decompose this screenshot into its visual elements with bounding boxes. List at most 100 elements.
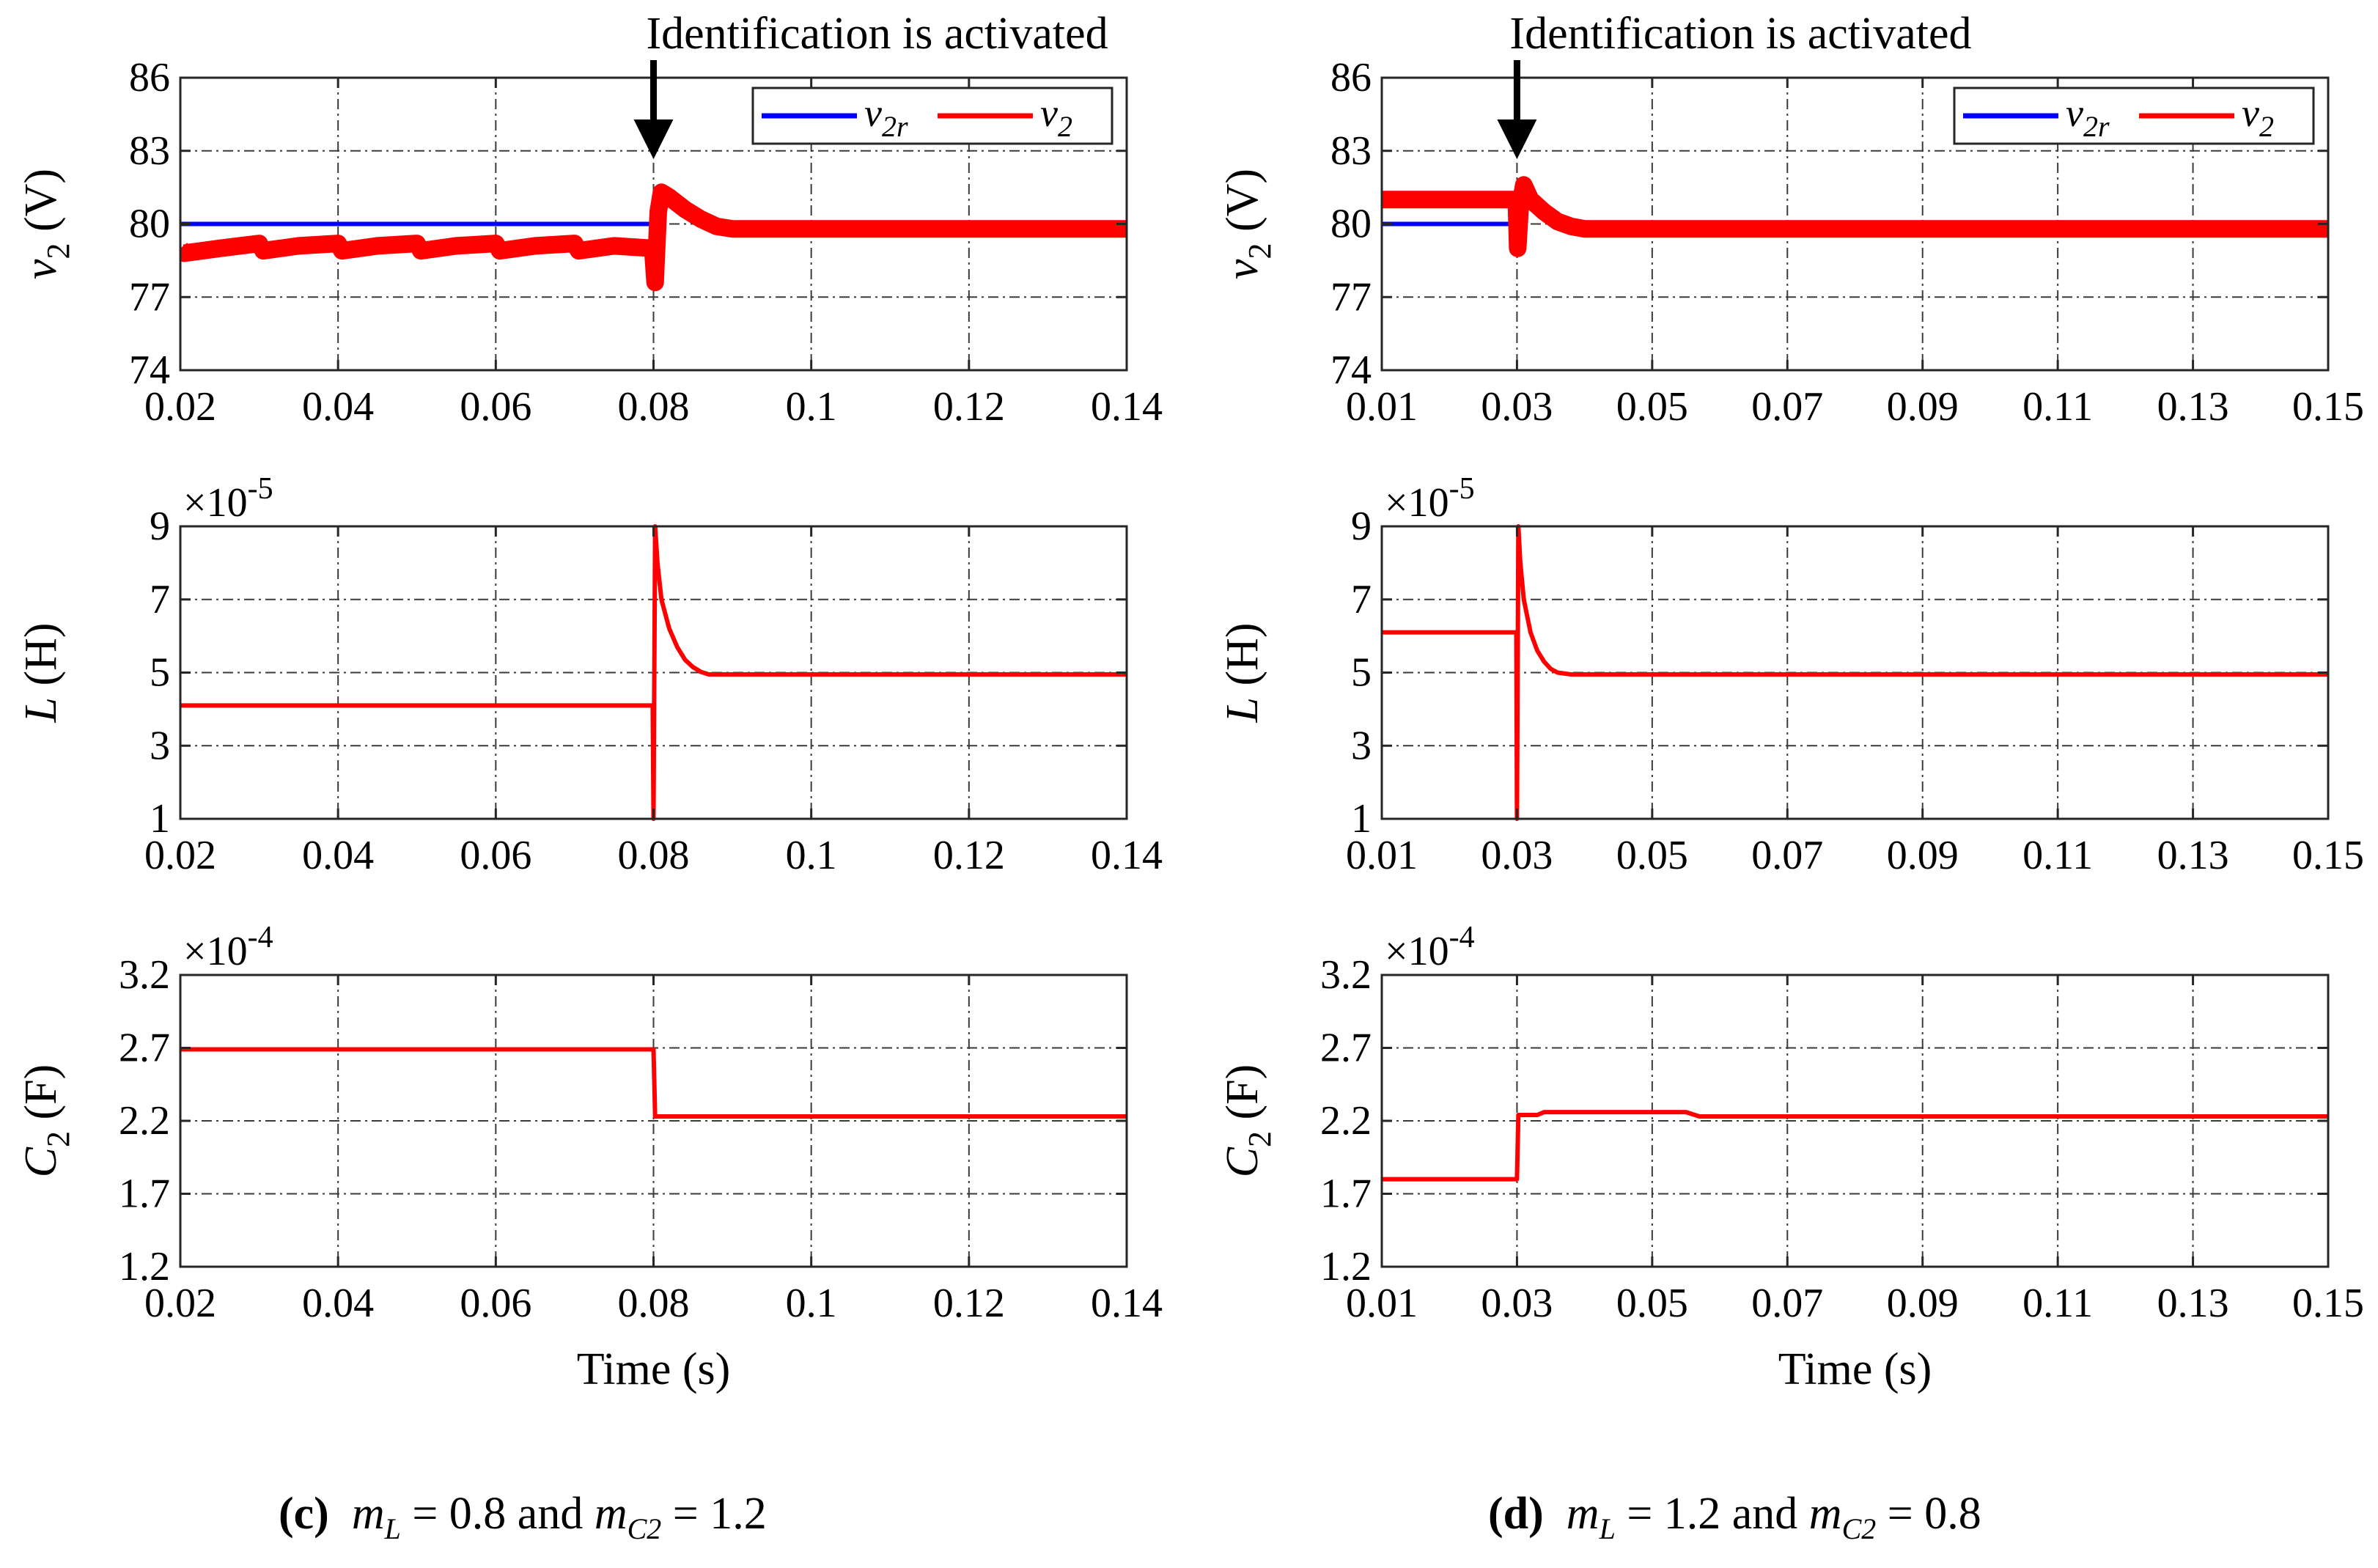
chart-c-C2-xtick-label: 0.06 bbox=[460, 1281, 531, 1326]
chart-c-L-multiplier: ×10-5 bbox=[183, 472, 273, 526]
chart-c-v2-series-v2 bbox=[180, 183, 1127, 292]
chart-c-L-xtick-label: 0.14 bbox=[1091, 833, 1163, 878]
chart-d-v2-xtick-label: 0.13 bbox=[2157, 384, 2229, 430]
chart-c-L-xtick-label: 0.12 bbox=[933, 833, 1005, 878]
chart-d-L-ytick-label: 3 bbox=[1351, 723, 1372, 768]
chart-d-C2-xtick-label: 0.03 bbox=[1481, 1281, 1553, 1326]
chart-c-C2-ytick-label: 3.2 bbox=[119, 952, 170, 998]
chart-d-C2-xtick-label: 0.05 bbox=[1616, 1281, 1688, 1326]
chart-d-L-xtick-label: 0.15 bbox=[2292, 833, 2364, 878]
chart-d-L-ytick-label: 1 bbox=[1351, 796, 1372, 842]
caption-d-m1-sub: L bbox=[1599, 1512, 1616, 1545]
chart-d-C2-ytick-label: 1.7 bbox=[1320, 1171, 1372, 1217]
chart-d-C2-ytick-label: 2.7 bbox=[1320, 1026, 1372, 1071]
chart-c-C2: 0.02 0.04 0.06 0.08 0.1 0.12 0.14 1.2 1.7 2.2 2.7 3… bbox=[16, 921, 1163, 1394]
chart-c-v2-xtick-label: 0.14 bbox=[1091, 384, 1163, 430]
chart-c-v2-xtick-label: 0.04 bbox=[302, 384, 374, 430]
chart-d-L-series-L bbox=[1382, 524, 2328, 821]
caption-d-m1: m bbox=[1566, 1489, 1600, 1539]
chart-d-v2: 0.01 0.03 0.05 0.07 0.09 0.11 0.13 0.15 74 77 80 83… bbox=[1218, 9, 2364, 430]
chart-c-v2-xtick-label: 0.08 bbox=[618, 384, 690, 430]
chart-d-C2: 0.01 0.03 0.05 0.07 0.09 0.11 0.13 0.15 1.2 1.7 2.… bbox=[1218, 921, 2364, 1394]
caption-d: (d) mL = 1.2 and mC2 = 0.8 bbox=[1488, 1488, 1981, 1546]
chart-c-L-xtick-label: 0.02 bbox=[144, 833, 216, 878]
chart-d-L-ytick-label: 9 bbox=[1351, 504, 1372, 549]
chart-c-L-ytick-label: 5 bbox=[150, 650, 170, 696]
chart-d-C2-ylabel: C2 (F) bbox=[1218, 1064, 1278, 1178]
chart-c-C2-ylabel: C2 (F) bbox=[16, 1064, 76, 1178]
chart-d-L-ytick-label: 5 bbox=[1351, 650, 1372, 696]
chart-c-v2-ytick-label: 77 bbox=[129, 274, 170, 320]
chart-c-v2-xtick-label: 0.06 bbox=[460, 384, 531, 430]
chart-c-v2-xtick-label: 0.02 bbox=[144, 384, 216, 430]
caption-c: (c) mL = 0.8 and mC2 = 1.2 bbox=[279, 1488, 767, 1546]
chart-c-v2-ytick-label: 74 bbox=[129, 347, 170, 393]
chart-d-v2-series-v2 bbox=[1382, 176, 2328, 257]
chart-c-L-xtick-label: 0.04 bbox=[302, 833, 374, 878]
chart-d-v2-xtick-label: 0.09 bbox=[1887, 384, 1959, 430]
chart-c-C2-series-C2 bbox=[180, 1047, 1127, 1119]
chart-c-v2-xtick-label: 0.12 bbox=[933, 384, 1005, 430]
chart-c-C2-xtick-label: 0.14 bbox=[1091, 1281, 1163, 1326]
chart-c-C2-multiplier: ×10-4 bbox=[183, 921, 273, 974]
chart-d-v2-annotation-text: Identification is activated bbox=[1509, 9, 1971, 59]
chart-c-v2-legend-label: v2r bbox=[864, 91, 908, 143]
chart-d-v2-ylabel: v2 (V) bbox=[1218, 169, 1278, 279]
chart-c-C2-ytick-label: 1.2 bbox=[119, 1244, 170, 1289]
chart-d-v2-ytick-label: 74 bbox=[1330, 347, 1372, 393]
chart-d-v2-ytick-label: 86 bbox=[1330, 55, 1372, 100]
chart-d-L-xtick-label: 0.13 bbox=[2157, 833, 2229, 878]
chart-d-C2-xtick-label: 0.09 bbox=[1887, 1281, 1959, 1326]
caption-d-m2-sub: C2 bbox=[1841, 1512, 1877, 1545]
caption-c-letter: (c) bbox=[279, 1489, 329, 1539]
chart-d-v2-xtick-label: 0.03 bbox=[1481, 384, 1553, 430]
chart-c-L-ylabel: L (H) bbox=[16, 622, 66, 723]
chart-d-C2-multiplier: ×10-4 bbox=[1385, 921, 1475, 974]
chart-d-v2-xtick-label: 0.07 bbox=[1751, 384, 1823, 430]
chart-c-v2-ytick-label: 86 bbox=[129, 55, 170, 100]
chart-d-v2-xtick-label: 0.01 bbox=[1346, 384, 1418, 430]
caption-c-m2-sub: C2 bbox=[627, 1512, 662, 1545]
chart-c-v2-legend: v2r v2 bbox=[751, 87, 1113, 145]
chart-d-v2-ytick-label: 80 bbox=[1330, 202, 1372, 247]
caption-c-eq2: = 1.2 bbox=[661, 1489, 767, 1539]
chart-d-C2-xtick-label: 0.01 bbox=[1346, 1281, 1418, 1326]
caption-d-eq2: = 0.8 bbox=[1876, 1489, 1981, 1539]
chart-d-v2-xtick-label: 0.11 bbox=[2022, 384, 2093, 430]
chart-c-v2: 0.02 0.04 0.06 0.08 0.1 0.12 0.14 74 77 80 83 86 v2 … bbox=[16, 9, 1163, 430]
chart-d-v2-ytick-label: 77 bbox=[1330, 274, 1372, 320]
chart-d-L-ylabel: L (H) bbox=[1218, 622, 1267, 723]
chart-c-v2-ytick-label: 83 bbox=[129, 128, 170, 174]
chart-d-v2-legend-label: v2 bbox=[2242, 91, 2274, 143]
caption-d-m2: m bbox=[1808, 1489, 1842, 1539]
chart-d-C2-series-C2 bbox=[1382, 1110, 2328, 1182]
chart-d-L-multiplier: ×10-5 bbox=[1385, 472, 1475, 526]
chart-c-v2-annotation-text: Identification is activated bbox=[647, 9, 1108, 59]
caption-c-m1-sub: L bbox=[384, 1512, 401, 1545]
chart-c-L-series-L bbox=[180, 524, 1127, 821]
caption-c-m1: m bbox=[351, 1489, 385, 1539]
chart-d-L-xtick-label: 0.03 bbox=[1481, 833, 1553, 878]
chart-d-C2-ytick-label: 1.2 bbox=[1320, 1244, 1372, 1289]
chart-c-L-xtick-label: 0.08 bbox=[618, 833, 690, 878]
chart-c-C2-ytick-label: 2.7 bbox=[119, 1026, 170, 1071]
chart-d-C2-ytick-label: 2.2 bbox=[1320, 1098, 1372, 1144]
chart-c-C2-xtick-label: 0.08 bbox=[618, 1281, 690, 1326]
caption-d-eq1: = 1.2 and bbox=[1615, 1489, 1809, 1539]
chart-d-C2-xtick-label: 0.11 bbox=[2022, 1281, 2093, 1326]
chart-d-C2-ytick-label: 3.2 bbox=[1320, 952, 1372, 998]
caption-c-eq1: = 0.8 and bbox=[400, 1489, 594, 1539]
chart-c-C2-xlabel: Time (s) bbox=[577, 1344, 731, 1394]
chart-d-C2-xlabel: Time (s) bbox=[1778, 1344, 1932, 1394]
chart-c-C2-xtick-label: 0.1 bbox=[786, 1281, 837, 1326]
chart-d-v2-xtick-label: 0.15 bbox=[2292, 384, 2364, 430]
chart-d-v2-xtick-label: 0.05 bbox=[1616, 384, 1688, 430]
caption-c-m2: m bbox=[594, 1489, 627, 1539]
chart-c-C2-xtick-label: 0.12 bbox=[933, 1281, 1005, 1326]
chart-c-v2-ylabel: v2 (V) bbox=[16, 169, 76, 279]
chart-c-v2-xtick-label: 0.1 bbox=[786, 384, 837, 430]
chart-c-C2-xtick-label: 0.04 bbox=[302, 1281, 374, 1326]
chart-d-C2-xtick-label: 0.07 bbox=[1751, 1281, 1823, 1326]
chart-d-L-xtick-label: 0.11 bbox=[2022, 833, 2093, 878]
